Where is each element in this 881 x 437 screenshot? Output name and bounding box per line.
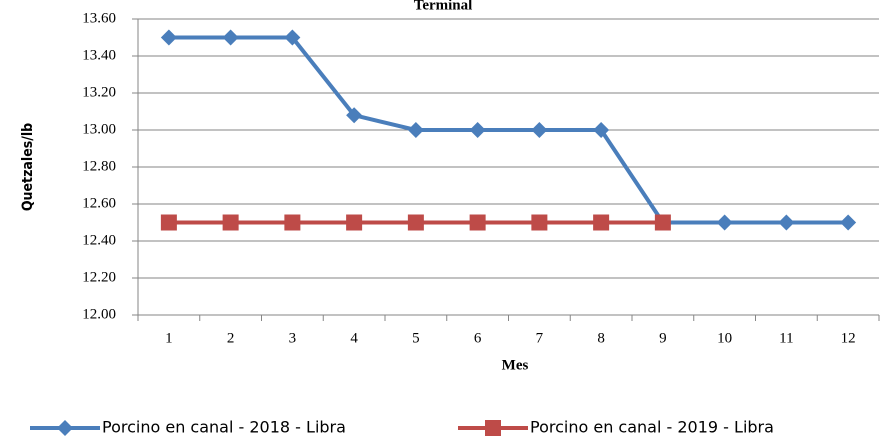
series-line: [168, 35, 849, 225]
marker: [485, 420, 501, 436]
marker: [654, 214, 671, 231]
x-tick-label: 5: [412, 330, 420, 346]
marker: [531, 122, 548, 138]
x-tick-label: 3: [289, 330, 297, 346]
marker: [346, 214, 363, 231]
marker: [778, 214, 795, 231]
marker: [716, 214, 733, 231]
x-tick-label: 7: [536, 330, 544, 346]
x-tick-label: 10: [717, 330, 732, 346]
marker: [407, 122, 424, 138]
marker: [222, 29, 239, 46]
marker: [346, 107, 363, 124]
x-tick-label: 6: [474, 330, 482, 346]
marker: [840, 214, 857, 231]
marker: [593, 214, 610, 231]
marker: [284, 214, 301, 231]
y-tick-label: 13.40: [82, 47, 116, 63]
marker: [160, 29, 177, 46]
marker: [222, 214, 239, 231]
legend-label: Porcino en canal - 2018 - Libra: [102, 418, 346, 437]
y-tick-label: 12.80: [82, 158, 116, 174]
marker: [593, 122, 610, 138]
y-tick-label: 12.60: [82, 195, 116, 211]
y-axis-title: Quetzales/lb: [20, 123, 36, 211]
legend-label: Porcino en canal - 2019 - Libra: [530, 418, 774, 437]
marker: [469, 214, 486, 231]
y-tick-label: 12.40: [82, 232, 116, 248]
y-tick-label: 13.00: [82, 121, 116, 137]
x-axis-title: Mes: [502, 357, 529, 373]
x-tick-label: 11: [779, 330, 793, 346]
x-tick-label: 9: [659, 330, 667, 346]
marker: [284, 29, 301, 46]
y-tick-label: 13.20: [82, 84, 116, 100]
y-tick-label: 12.20: [82, 269, 116, 285]
x-tick-label: 8: [597, 330, 605, 346]
x-tick-label: 1: [165, 330, 173, 346]
marker: [531, 214, 548, 231]
chart-title: Terminal: [414, 0, 473, 13]
y-tick-label: 12.00: [82, 306, 116, 322]
x-tick-label: 2: [227, 330, 235, 346]
x-tick-label: 4: [350, 330, 358, 346]
marker: [407, 214, 424, 231]
x-tick-label: 12: [841, 330, 856, 346]
marker: [57, 420, 73, 436]
y-tick-label: 13.60: [82, 10, 116, 26]
marker: [469, 122, 486, 138]
marker: [160, 214, 177, 231]
